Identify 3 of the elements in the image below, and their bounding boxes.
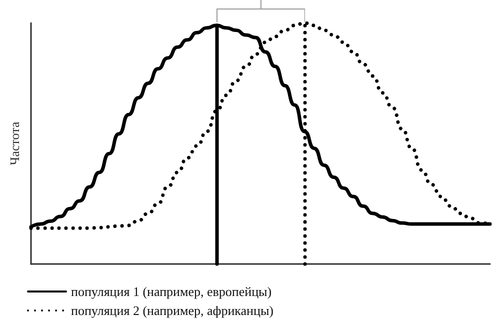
legend-label: популяция 1 (например, европейцы) (71, 284, 272, 299)
y-axis-title: Частота (7, 122, 22, 166)
legend-label: популяция 2 (например, африканцы) (71, 303, 274, 318)
